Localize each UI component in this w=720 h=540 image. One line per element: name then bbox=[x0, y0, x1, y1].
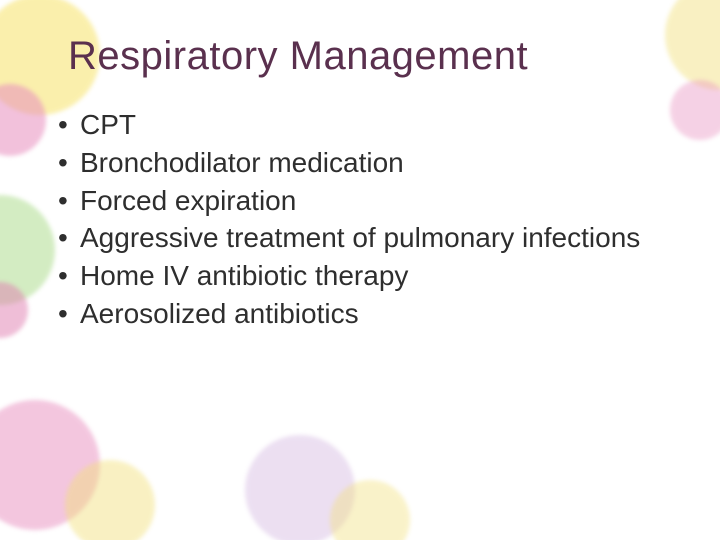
decorative-blob bbox=[65, 460, 155, 540]
bullet-list: CPT Bronchodilator medication Forced exp… bbox=[58, 107, 680, 332]
slide-content: Respiratory Management CPT Bronchodilato… bbox=[0, 0, 720, 374]
list-item: CPT bbox=[58, 107, 680, 143]
list-item: Bronchodilator medication bbox=[58, 145, 680, 181]
list-item: Aerosolized antibiotics bbox=[58, 296, 680, 332]
list-item: Home IV antibiotic therapy bbox=[58, 258, 680, 294]
slide-title: Respiratory Management bbox=[68, 34, 680, 79]
list-item: Aggressive treatment of pulmonary infect… bbox=[58, 220, 680, 256]
list-item: Forced expiration bbox=[58, 183, 680, 219]
